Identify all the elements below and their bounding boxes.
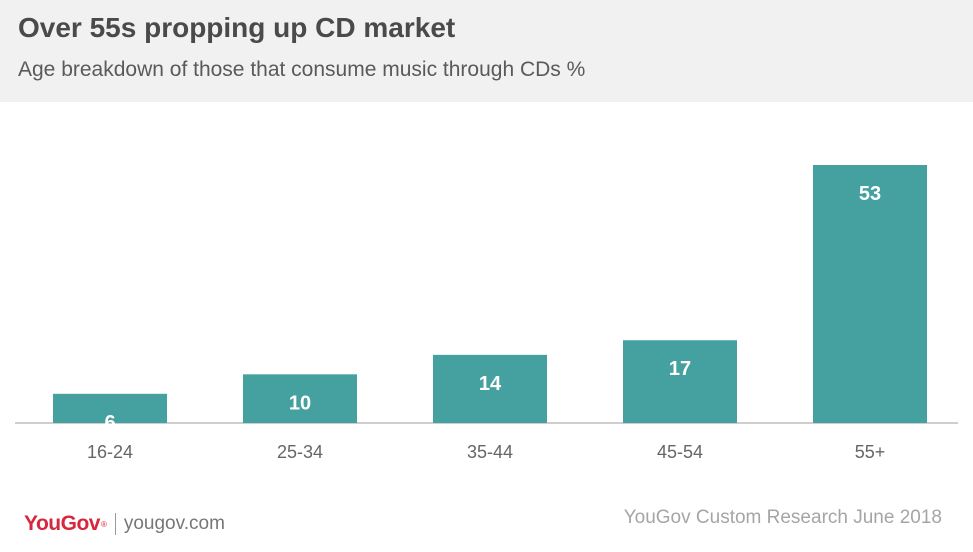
bar-chart: 6 16-24 10 25-34 14 35-44 17 45-54 53 55+ (15, 165, 958, 462)
chart-title: Over 55s propping up CD market (18, 12, 456, 43)
x-tick-label: 16-24 (87, 442, 133, 462)
bar-value-label: 10 (289, 392, 311, 414)
bar-45-54 (623, 340, 737, 423)
bar-25-34 (243, 374, 357, 423)
bar-16-24 (53, 393, 167, 423)
chart-subtitle: Age breakdown of those that consume musi… (18, 58, 586, 81)
bar-value-label: 14 (479, 373, 502, 395)
x-tick-label: 55+ (855, 442, 886, 462)
x-tick-label: 45-54 (657, 442, 703, 462)
trademark-mark: ® (100, 519, 107, 529)
chart-header: Over 55s propping up CD market Age break… (0, 0, 973, 102)
yougov-logo: YouGov (24, 512, 100, 535)
brand-divider (114, 513, 116, 535)
bar-55+ (813, 165, 927, 423)
source-note: YouGov Custom Research June 2018 (623, 507, 942, 528)
bar-35-44 (433, 354, 547, 423)
brand-footer: YouGov ® yougov.com (24, 512, 225, 536)
brand-url: yougov.com (123, 513, 225, 534)
bar-value-label: 6 (104, 412, 115, 434)
x-tick-label: 25-34 (277, 442, 323, 462)
bar-value-label: 17 (669, 358, 691, 380)
bar-value-label: 53 (859, 183, 881, 205)
x-tick-label: 35-44 (467, 442, 513, 462)
